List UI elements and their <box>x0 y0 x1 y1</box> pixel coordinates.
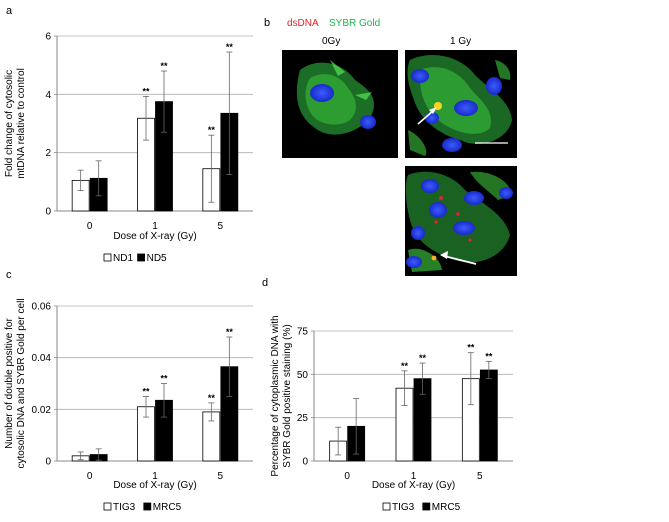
microscopy-panel: dsDNA SYBR Gold 0Gy 1 Gy <box>282 18 517 276</box>
x-tick-label: 5 <box>477 471 483 482</box>
micrograph-1gy-top <box>405 50 517 158</box>
panel-letter-c: c <box>6 269 12 281</box>
significance-label: ** <box>142 386 150 396</box>
micrograph-1gy-bottom <box>405 166 517 276</box>
y-tick-label: 6 <box>45 32 51 43</box>
legend-swatch-tig3 <box>382 502 391 511</box>
stain-label-dsdna: dsDNA <box>287 18 319 29</box>
x-axis-label: Dose of X-ray (Gy) <box>372 480 455 491</box>
legend-label-nd1: ND1 <box>113 253 133 264</box>
y-tick-label: 75 <box>297 327 309 338</box>
y-axis-label: Percentage of cytoplasmic DNA with <box>270 315 281 476</box>
x-tick-label: 1 <box>152 471 158 482</box>
x-tick-label: 5 <box>218 221 224 232</box>
significance-label: ** <box>208 393 216 403</box>
legend-label-nd5: ND5 <box>147 253 167 264</box>
label-1gy: 1 Gy <box>450 36 471 47</box>
y-tick-label: 0.06 <box>32 302 52 313</box>
legend-label-mrc5: MRC5 <box>432 502 461 513</box>
y-axis-label: Fold change of cytosolic <box>4 70 15 177</box>
significance-label: ** <box>226 42 234 52</box>
significance-label: ** <box>160 61 168 71</box>
chart-c: 0 0.02 0.04 0.06 0 1 ** ** 5 ** ** Dose of X-ray (G… <box>4 298 253 513</box>
legend-label-mrc5: MRC5 <box>153 502 182 513</box>
y-axis-label: cytosolic DNA and SYBR Gold per cell <box>16 298 27 468</box>
y-tick-label: 25 <box>297 413 309 424</box>
y-tick-label: 50 <box>297 370 309 381</box>
legend-label-tig3: TIG3 <box>392 502 415 513</box>
significance-label: ** <box>208 125 216 135</box>
x-tick-label: 0 <box>344 471 350 482</box>
x-tick-label: 1 <box>152 221 158 232</box>
legend-swatch-mrc5 <box>422 502 431 511</box>
y-tick-label: 0.02 <box>32 405 52 416</box>
significance-label: ** <box>226 327 234 337</box>
significance-label: ** <box>401 361 409 371</box>
bar-mrc5-5 <box>479 369 498 462</box>
significance-label: ** <box>467 343 475 353</box>
x-tick-label: 0 <box>87 221 93 232</box>
significance-label: ** <box>142 86 150 96</box>
y-tick-label: 4 <box>45 90 51 101</box>
y-axis-label: Number of double positive for <box>4 318 15 449</box>
chart-a: 0 2 4 6 0 1 ** ** 5 ** ** Dose of X-ray (Gy) Fold ch… <box>4 32 253 264</box>
legend-swatch-nd1 <box>103 253 112 262</box>
significance-label: ** <box>485 351 493 361</box>
panel-letter-b: b <box>264 17 270 29</box>
micrograph-0gy <box>282 50 398 158</box>
y-tick-label: 2 <box>45 148 51 159</box>
legend-swatch-mrc5 <box>143 502 152 511</box>
x-tick-label: 1 <box>411 471 417 482</box>
x-tick-label: 0 <box>87 471 93 482</box>
y-tick-label: 0.04 <box>32 353 52 364</box>
panel-letter-d: d <box>262 277 268 289</box>
y-axis-label: SYBR Gold positive staining (%) <box>282 324 293 467</box>
y-axis-label: mtDNA relative to control <box>16 68 27 179</box>
panel-letter-a: a <box>6 5 13 17</box>
y-tick-label: 0 <box>45 457 51 468</box>
x-axis-label: Dose of X-ray (Gy) <box>113 480 196 491</box>
significance-label: ** <box>160 374 168 384</box>
label-0gy: 0Gy <box>322 36 340 47</box>
legend-swatch-tig3 <box>103 502 112 511</box>
y-tick-label: 0 <box>302 457 308 468</box>
legend-label-tig3: TIG3 <box>113 502 136 513</box>
significance-label: ** <box>419 353 427 363</box>
stain-label-sybr-gold: SYBR Gold <box>329 18 380 29</box>
x-tick-label: 5 <box>218 471 224 482</box>
chart-d: 0 25 50 75 0 1 ** ** 5 ** ** Dose of X-ray (Gy) Perc… <box>270 315 513 513</box>
x-axis-label: Dose of X-ray (Gy) <box>113 231 196 242</box>
legend-swatch-nd5 <box>137 253 146 262</box>
y-tick-label: 0 <box>45 207 51 218</box>
arrow-1gy-bottom <box>443 255 477 265</box>
